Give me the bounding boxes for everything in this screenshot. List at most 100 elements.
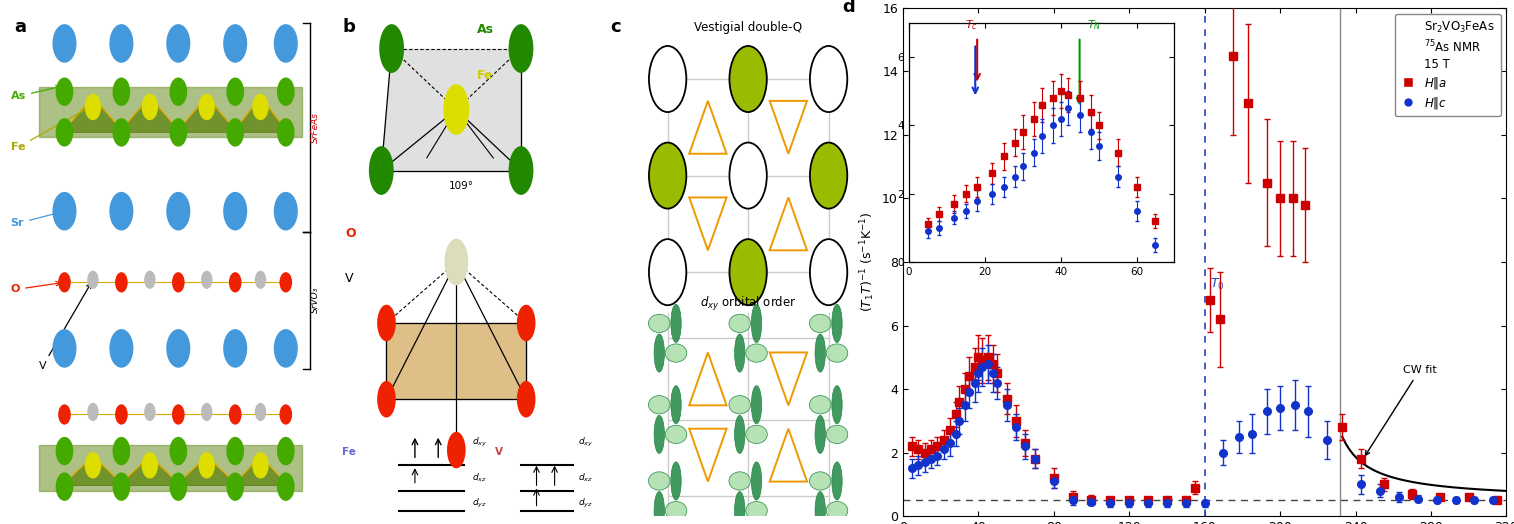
Circle shape bbox=[201, 270, 212, 289]
Circle shape bbox=[227, 78, 244, 106]
Ellipse shape bbox=[827, 501, 848, 520]
Circle shape bbox=[170, 473, 188, 501]
Circle shape bbox=[198, 94, 215, 120]
Ellipse shape bbox=[728, 472, 751, 490]
Text: a: a bbox=[14, 18, 26, 36]
Ellipse shape bbox=[815, 416, 825, 453]
Ellipse shape bbox=[671, 462, 681, 500]
Circle shape bbox=[167, 192, 191, 231]
Text: 109°: 109° bbox=[450, 181, 474, 191]
Ellipse shape bbox=[654, 416, 665, 453]
Circle shape bbox=[730, 46, 766, 112]
Ellipse shape bbox=[815, 492, 825, 524]
Circle shape bbox=[56, 473, 73, 501]
Circle shape bbox=[88, 403, 98, 421]
Ellipse shape bbox=[734, 334, 745, 372]
Text: V: V bbox=[345, 272, 354, 286]
Text: V: V bbox=[495, 447, 503, 457]
Circle shape bbox=[53, 192, 77, 231]
Circle shape bbox=[201, 403, 212, 421]
Text: $d_{yz}$: $d_{yz}$ bbox=[472, 497, 486, 510]
Circle shape bbox=[109, 329, 133, 368]
Text: $d_{xy}$: $d_{xy}$ bbox=[578, 436, 593, 450]
Text: $d_{yz}$: $d_{yz}$ bbox=[578, 497, 593, 510]
Polygon shape bbox=[39, 445, 301, 490]
Circle shape bbox=[253, 94, 268, 120]
Ellipse shape bbox=[751, 386, 762, 424]
Polygon shape bbox=[769, 101, 807, 154]
Circle shape bbox=[58, 272, 71, 292]
Circle shape bbox=[167, 329, 191, 368]
Polygon shape bbox=[65, 455, 121, 486]
Circle shape bbox=[378, 24, 404, 73]
Text: O: O bbox=[345, 226, 356, 239]
Circle shape bbox=[277, 473, 295, 501]
Ellipse shape bbox=[728, 396, 751, 414]
Text: SrFeAs: SrFeAs bbox=[312, 112, 321, 143]
Polygon shape bbox=[235, 455, 286, 486]
Text: As: As bbox=[11, 85, 61, 101]
Text: Vestigial double-Q: Vestigial double-Q bbox=[693, 20, 802, 34]
Text: $T_0$: $T_0$ bbox=[1210, 277, 1225, 292]
Circle shape bbox=[254, 403, 266, 421]
Ellipse shape bbox=[810, 472, 831, 490]
Circle shape bbox=[173, 405, 185, 424]
Circle shape bbox=[274, 24, 298, 63]
Circle shape bbox=[730, 143, 766, 209]
Polygon shape bbox=[121, 455, 179, 486]
Ellipse shape bbox=[648, 472, 671, 490]
Text: $d_{xz}$: $d_{xz}$ bbox=[472, 472, 486, 484]
Circle shape bbox=[280, 272, 292, 292]
Text: d: d bbox=[842, 0, 855, 16]
Ellipse shape bbox=[827, 425, 848, 443]
Circle shape bbox=[253, 452, 268, 478]
Circle shape bbox=[109, 192, 133, 231]
Circle shape bbox=[109, 24, 133, 63]
Polygon shape bbox=[179, 95, 235, 133]
Circle shape bbox=[277, 78, 295, 106]
Circle shape bbox=[509, 24, 533, 73]
Circle shape bbox=[227, 473, 244, 501]
Circle shape bbox=[377, 381, 395, 418]
Ellipse shape bbox=[654, 334, 665, 372]
Polygon shape bbox=[689, 429, 727, 482]
Circle shape bbox=[85, 94, 101, 120]
Circle shape bbox=[112, 78, 130, 106]
Ellipse shape bbox=[815, 334, 825, 372]
Ellipse shape bbox=[831, 386, 842, 424]
Circle shape bbox=[650, 143, 686, 209]
Ellipse shape bbox=[831, 304, 842, 343]
Polygon shape bbox=[382, 49, 521, 170]
Ellipse shape bbox=[654, 492, 665, 524]
Ellipse shape bbox=[746, 425, 768, 443]
Ellipse shape bbox=[810, 396, 831, 414]
Circle shape bbox=[444, 84, 469, 135]
Polygon shape bbox=[689, 198, 727, 250]
Polygon shape bbox=[769, 429, 807, 482]
Text: $d_{xy}$ orbital order: $d_{xy}$ orbital order bbox=[699, 295, 796, 313]
Ellipse shape bbox=[648, 314, 671, 333]
Ellipse shape bbox=[746, 501, 768, 520]
Text: SrVO₃: SrVO₃ bbox=[312, 287, 321, 313]
Circle shape bbox=[170, 437, 188, 465]
Circle shape bbox=[227, 437, 244, 465]
Circle shape bbox=[229, 272, 242, 292]
Circle shape bbox=[112, 118, 130, 147]
Circle shape bbox=[650, 239, 686, 305]
Circle shape bbox=[730, 239, 766, 305]
Text: c: c bbox=[610, 18, 621, 36]
Circle shape bbox=[277, 437, 295, 465]
Circle shape bbox=[144, 270, 156, 289]
Circle shape bbox=[56, 78, 73, 106]
Circle shape bbox=[170, 118, 188, 147]
Text: Sr: Sr bbox=[11, 211, 61, 228]
Circle shape bbox=[173, 272, 185, 292]
Polygon shape bbox=[386, 323, 527, 399]
Circle shape bbox=[53, 24, 77, 63]
Circle shape bbox=[277, 118, 295, 147]
Ellipse shape bbox=[665, 425, 687, 443]
Circle shape bbox=[223, 329, 247, 368]
Circle shape bbox=[227, 118, 244, 147]
Circle shape bbox=[516, 304, 536, 341]
Circle shape bbox=[56, 437, 73, 465]
